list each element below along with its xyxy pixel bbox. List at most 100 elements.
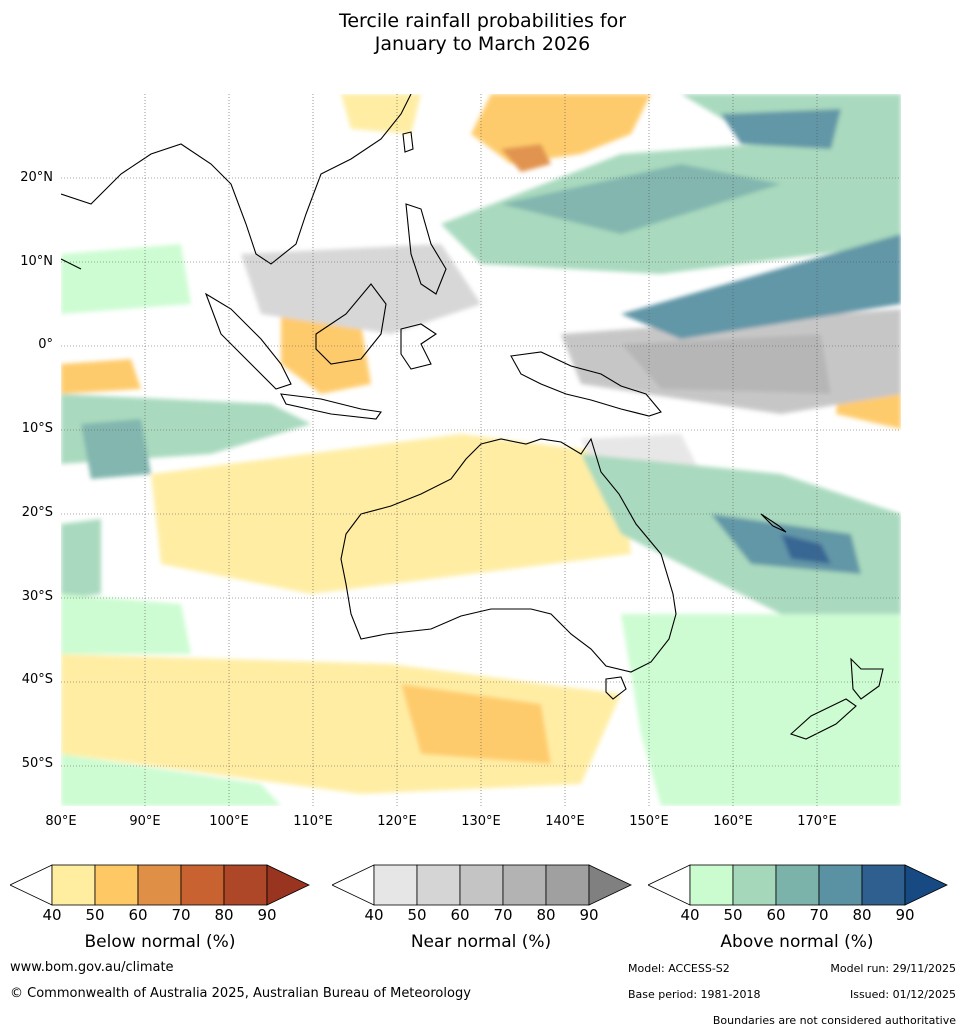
colorbar-segment	[416, 864, 461, 906]
colorbar-tick-label: 80	[536, 906, 556, 924]
colorbar-tick-label: 50	[85, 906, 105, 924]
above-normal-region	[621, 234, 901, 339]
latitude-label: 50°S	[21, 756, 53, 772]
colorbar-segment	[94, 864, 139, 906]
colorbar-under-triangle	[10, 864, 53, 906]
new-zealand-north-coastline	[850, 657, 884, 700]
colorbar-tick-label: 50	[723, 906, 743, 924]
longitude-label: 160°E	[713, 814, 753, 829]
below-normal-colorbar	[10, 864, 310, 906]
latitude-label: 10°S	[21, 421, 53, 437]
asia-mainland-coastline	[61, 94, 412, 270]
colorbar-tick-label: 60	[450, 906, 470, 924]
colorbar-segment	[689, 864, 734, 906]
above-normal-region	[781, 534, 831, 564]
longitude-label: 120°E	[377, 814, 417, 829]
above-normal-region	[61, 594, 191, 654]
above-normal-region	[81, 419, 151, 479]
below-normal-region	[501, 144, 551, 172]
australia-coastline	[340, 437, 677, 673]
above-normal-region	[501, 164, 781, 234]
colorbar-segment	[223, 864, 268, 906]
latitude-label: 10°N	[20, 253, 53, 269]
longitude-label: 170°E	[797, 814, 837, 829]
coastlines	[61, 94, 884, 740]
above-normal-region	[61, 754, 281, 806]
colorbar-tick-label: 70	[809, 906, 829, 924]
colorbar-tick-label: 90	[895, 906, 915, 924]
colorbar-segment	[545, 864, 590, 906]
new-guinea-coastline	[510, 351, 662, 417]
below-normal-region	[61, 359, 141, 394]
colorbar-segment	[818, 864, 863, 906]
colorbar-tick-label: 90	[257, 906, 277, 924]
colorbar-segment	[861, 864, 906, 906]
probability-field	[61, 94, 901, 806]
colorbar-segment	[459, 864, 504, 906]
above-normal-region	[621, 614, 901, 806]
colorbar-tick-label: 40	[42, 906, 62, 924]
below-normal-region	[281, 314, 371, 394]
longitude-label: 150°E	[629, 814, 669, 829]
near-normal-colorbar	[332, 864, 632, 906]
latitude-label: 0°	[38, 337, 53, 353]
colorbar-segment	[775, 864, 820, 906]
colorbar-tick-label: 70	[171, 906, 191, 924]
colorbar-tick-label: 90	[579, 906, 599, 924]
copyright-text: © Commonwealth of Australia 2025, Austra…	[10, 986, 471, 1001]
latitude-label: 40°S	[21, 672, 53, 688]
java-coastline	[280, 393, 382, 420]
colorbar-over-triangle	[588, 864, 632, 906]
above-normal-region	[61, 519, 101, 599]
chart-title-line1: Tercile rainfall probabilities for	[338, 10, 627, 32]
above-normal-region	[721, 109, 841, 149]
colorbar-tick-label: 80	[852, 906, 872, 924]
near-normal-legend-title: Near normal (%)	[410, 932, 552, 952]
borneo-coastline	[315, 283, 387, 365]
below-normal-region	[341, 94, 421, 134]
colorbar-segment	[502, 864, 547, 906]
colorbar-segment	[137, 864, 182, 906]
latitude-label: 30°S	[21, 588, 53, 604]
taiwan-coastline	[402, 131, 414, 153]
above-normal-colorbar	[648, 864, 948, 906]
colorbar-tick-label: 80	[214, 906, 234, 924]
boundaries-disclaimer: Boundaries are not considered authoritat…	[712, 1014, 956, 1027]
rainfall-probability-map	[61, 94, 901, 806]
latitude-label: 20°S	[21, 504, 53, 520]
issued-date: Issued: 01/12/2025	[849, 988, 956, 1001]
colorbar-segment	[180, 864, 225, 906]
near-normal-region	[621, 334, 831, 394]
near-normal-region	[241, 244, 481, 334]
colorbar-under-triangle	[332, 864, 375, 906]
latitude-label: 20°N	[20, 169, 53, 185]
colorbar-tick-label: 70	[493, 906, 513, 924]
new-caledonia-coastline	[760, 513, 787, 533]
longitude-label: 80°E	[45, 814, 77, 829]
sulawesi-coastline	[400, 323, 437, 370]
base-period: Base period: 1981-2018	[628, 988, 761, 1001]
colorbar-tick-label: 40	[364, 906, 384, 924]
website-link[interactable]: www.bom.gov.au/climate	[10, 960, 174, 975]
longitude-label: 100°E	[209, 814, 249, 829]
chart-title-line2: January to March 2026	[374, 33, 591, 55]
sumatra-coastline	[204, 292, 292, 390]
new-zealand-south-coastline	[789, 698, 857, 740]
model-run-date: Model run: 29/11/2025	[830, 962, 956, 975]
above-normal-region	[61, 244, 191, 314]
below-normal-legend-title: Below normal (%)	[84, 932, 236, 952]
colorbar-segment	[732, 864, 777, 906]
colorbar-over-triangle	[904, 864, 948, 906]
colorbar-tick-label: 40	[680, 906, 700, 924]
tasmania-coastline	[605, 676, 627, 700]
colorbar-tick-label: 60	[128, 906, 148, 924]
longitude-label: 130°E	[461, 814, 501, 829]
colorbar-tick-label: 50	[407, 906, 427, 924]
colorbar-segment	[373, 864, 418, 906]
longitude-label: 90°E	[129, 814, 161, 829]
below-normal-region	[471, 94, 651, 164]
philippines-coastline	[405, 203, 447, 295]
colorbar-segment	[51, 864, 96, 906]
longitude-label: 140°E	[545, 814, 585, 829]
above-normal-legend-title: Above normal (%)	[720, 932, 874, 952]
